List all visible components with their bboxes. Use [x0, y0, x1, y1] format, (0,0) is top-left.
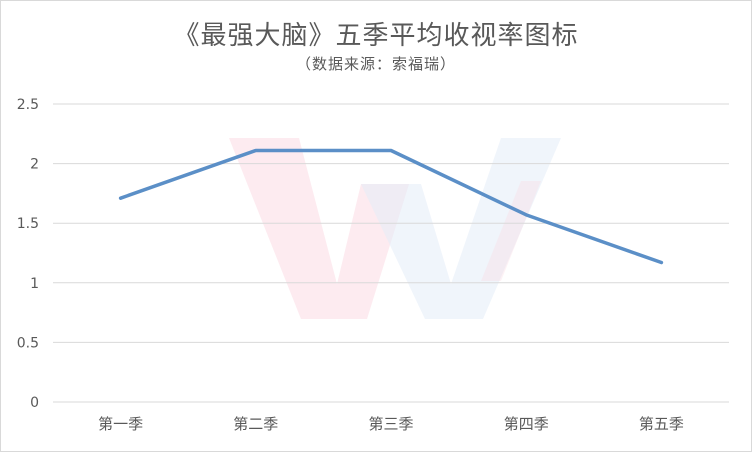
data-point: [524, 213, 528, 217]
chart-title: 《最强大脑》五季平均收视率图标: [173, 21, 579, 51]
data-point: [119, 196, 123, 200]
data-point: [659, 261, 663, 265]
y-tick-label: 2.5: [17, 97, 39, 113]
y-tick-label: 0: [30, 395, 39, 411]
x-tick-label: 第三季: [368, 415, 413, 433]
data-point: [254, 148, 258, 152]
y-tick-label: 2: [30, 157, 39, 173]
chart-subtitle: （数据来源：索福瑞）: [295, 55, 456, 73]
x-tick-label: 第四季: [504, 415, 549, 433]
watermark-logo: [229, 138, 561, 319]
x-tick-label: 第五季: [639, 415, 684, 433]
y-tick-label: 1: [30, 276, 39, 292]
x-tick-label: 第二季: [233, 415, 278, 433]
data-point: [389, 148, 393, 152]
x-tick-label: 第一季: [98, 415, 143, 433]
y-tick-label: 0.5: [17, 335, 39, 351]
y-tick-label: 1.5: [17, 216, 39, 232]
